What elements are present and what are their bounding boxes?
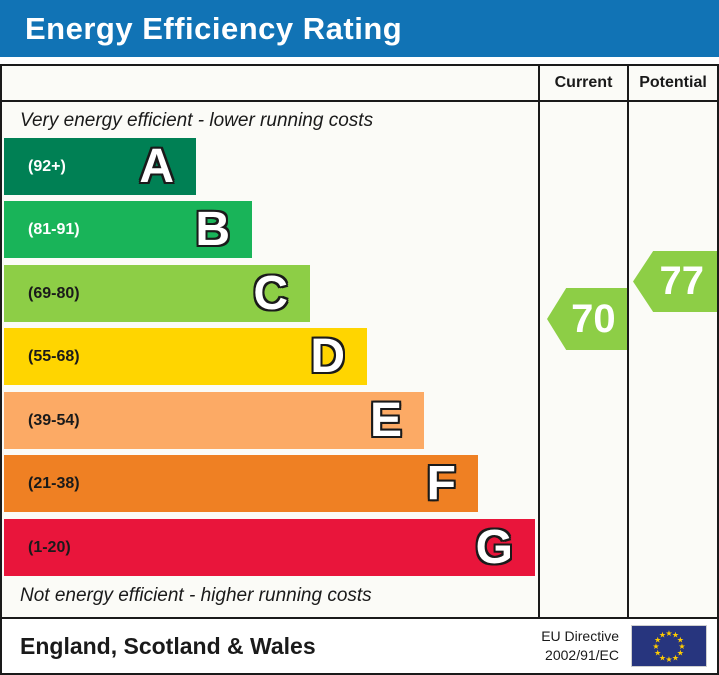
svg-text:★: ★ — [652, 642, 659, 651]
band-f: (21-38) F — [4, 455, 478, 512]
band-e: (39-54) E — [4, 392, 424, 449]
bottom-note: Not energy efficient - higher running co… — [20, 585, 372, 606]
band-b-range: (81-91) — [28, 220, 80, 238]
band-c-letter: C — [253, 266, 288, 320]
band-e-range: (39-54) — [28, 411, 80, 429]
column-header-current: Current — [554, 74, 613, 91]
eu-directive-line2: 2002/91/EC — [545, 647, 619, 663]
column-divider-potential — [627, 66, 629, 619]
band-g: (1-20) G — [4, 519, 535, 576]
band-d-range: (55-68) — [28, 347, 80, 365]
eu-directive-line1: EU Directive — [541, 628, 619, 645]
band-c-range: (69-80) — [28, 284, 80, 302]
svg-text:★: ★ — [665, 629, 672, 638]
current-rating-arrow: 70 — [547, 288, 627, 350]
svg-text:★: ★ — [677, 636, 684, 645]
top-note: Very energy efficient - lower running co… — [20, 110, 374, 131]
footer-row-divider — [2, 617, 717, 619]
current-rating-value: 70 — [571, 296, 616, 341]
band-g-range: (1-20) — [28, 538, 71, 556]
band-b: (81-91) B — [4, 201, 252, 258]
band-a-letter: A — [139, 139, 174, 193]
column-header-potential: Potential — [639, 74, 707, 91]
band-d: (55-68) D — [4, 328, 367, 385]
svg-text:★: ★ — [654, 636, 661, 645]
svg-text:★: ★ — [654, 649, 661, 658]
svg-text:★: ★ — [677, 649, 684, 658]
region-label: England, Scotland & Wales — [20, 632, 316, 659]
band-b-letter: B — [195, 202, 230, 256]
footer-row: England, Scotland & Wales EU Directive 2… — [2, 619, 717, 673]
band-g-letter: G — [475, 520, 513, 574]
band-e-letter: E — [369, 393, 402, 447]
band-f-letter: F — [426, 456, 456, 510]
title-bar: Energy Efficiency Rating — [0, 0, 719, 57]
band-f-range: (21-38) — [28, 474, 80, 492]
rating-table: Current Potential Very energy efficient … — [0, 64, 719, 675]
potential-rating-value: 77 — [659, 259, 704, 303]
header-row-divider — [2, 100, 717, 102]
svg-text:★: ★ — [659, 653, 666, 662]
band-a: (92+) A — [4, 138, 196, 195]
band-a-range: (92+) — [28, 157, 66, 175]
band-d-letter: D — [310, 329, 345, 383]
svg-text:★: ★ — [672, 631, 679, 640]
svg-text:★: ★ — [672, 653, 679, 662]
potential-rating-arrow: 77 — [633, 251, 717, 312]
eu-directive-label: EU Directive 2002/91/EC — [541, 627, 619, 665]
page-title: Energy Efficiency Rating — [25, 10, 403, 46]
svg-text:★: ★ — [678, 642, 685, 651]
band-c: (69-80) C — [4, 265, 310, 322]
column-divider-current — [538, 66, 540, 619]
svg-text:★: ★ — [665, 655, 672, 664]
svg-text:★: ★ — [659, 631, 666, 640]
eu-flag-icon: ★ ★ ★ ★ ★ ★ ★ ★ ★ ★ ★ ★ — [631, 625, 707, 667]
